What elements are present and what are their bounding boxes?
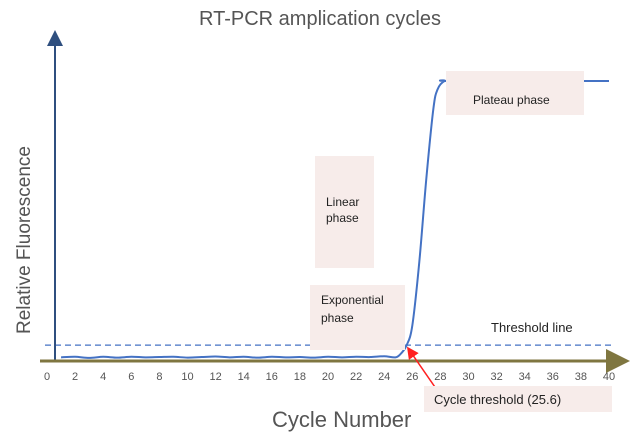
cycle-threshold-text: Cycle threshold (25.6) xyxy=(434,392,562,407)
x-tick-label: 26 xyxy=(406,371,419,383)
threshold-line-label: Threshold line xyxy=(491,320,573,335)
cycle-threshold-arrow xyxy=(406,346,438,391)
x-tick-label: 4 xyxy=(100,371,107,383)
series-line-0 xyxy=(61,79,609,359)
x-tick-label: 20 xyxy=(321,371,335,383)
exponential-text-2: phase xyxy=(321,311,354,325)
x-tick-label: 30 xyxy=(462,371,475,383)
x-axis-label: Cycle Number xyxy=(272,407,412,432)
x-tick-label: 14 xyxy=(237,371,250,383)
x-tick-label: 2 xyxy=(72,371,79,383)
x-tick-label: 28 xyxy=(434,371,447,383)
x-tick-label: 12 xyxy=(209,371,222,383)
x-tick-label: 34 xyxy=(518,371,531,383)
x-tick-label: 0 xyxy=(43,371,51,383)
x-tick-label: 16 xyxy=(265,371,278,383)
x-tick-label: 36 xyxy=(546,371,559,383)
exponential-text-1: Exponential xyxy=(321,293,384,307)
x-tick-label: 8 xyxy=(156,371,163,383)
plateau-text: Plateau phase xyxy=(473,93,550,107)
linear-phase-label: Linear phase xyxy=(315,156,374,268)
chart-title: RT-PCR amplication cycles xyxy=(199,8,441,30)
x-tick-label: 40 xyxy=(602,371,616,383)
x-tick-label: 10 xyxy=(181,371,194,383)
x-tick-label: 32 xyxy=(490,371,503,383)
x-tick-label: 24 xyxy=(378,371,391,383)
linear-text-1: Linear xyxy=(326,195,360,209)
x-tick-label: 6 xyxy=(128,371,135,383)
plateau-phase-label: Plateau phase xyxy=(446,71,584,115)
x-tick-label: 18 xyxy=(293,371,307,383)
linear-text-2: phase xyxy=(326,211,359,225)
x-tick-label: 38 xyxy=(574,371,588,383)
exponential-phase-label: Exponential phase xyxy=(310,285,405,350)
y-axis-label: Relative Fluorescence xyxy=(14,146,35,334)
cycle-threshold-label: Cycle threshold (25.6) xyxy=(424,386,612,412)
x-tick-label: 22 xyxy=(349,371,363,383)
